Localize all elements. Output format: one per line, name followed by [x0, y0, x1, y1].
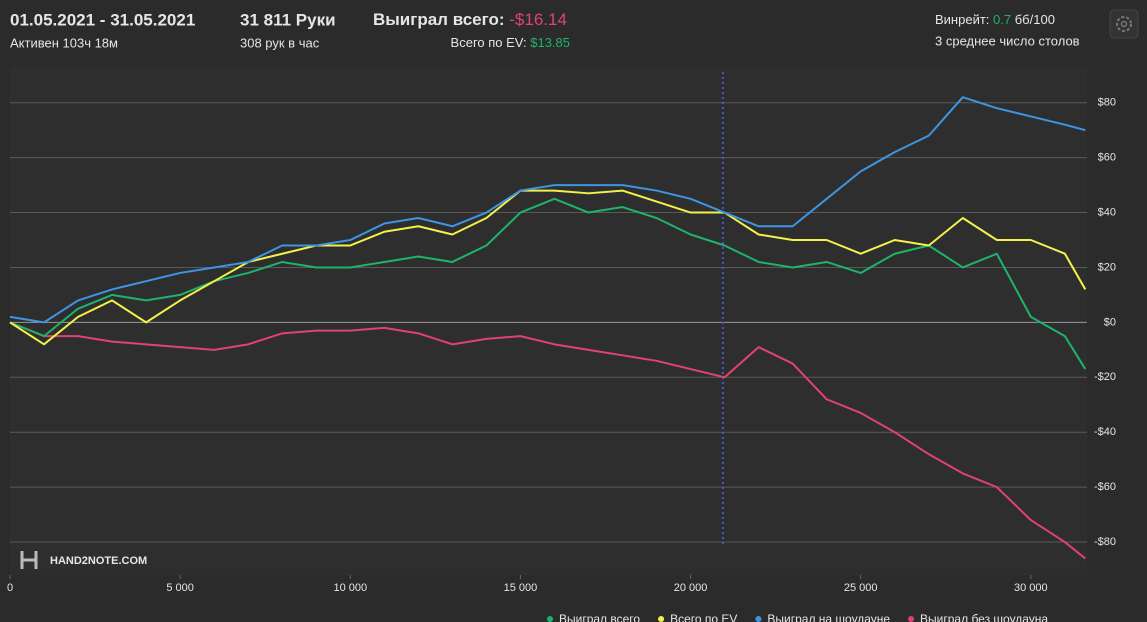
x-tick-label: 25 000 [844, 582, 878, 594]
won-value: -$16.14 [509, 10, 567, 29]
series-line [9, 96, 1086, 324]
hands-per-hour: 308 рук в час [240, 35, 320, 50]
legend-marker [755, 616, 762, 622]
date-range: 01.05.2021 - 31.05.2021 [10, 10, 195, 29]
ev-total: Всего по EV: $13.85 [451, 35, 570, 50]
legend-label: Выиграл без шоудауна [920, 612, 1048, 622]
winrate-unit: бб/100 [1015, 12, 1055, 27]
y-tick-label: -$40 [1094, 426, 1116, 438]
legend-label: Всего по EV [670, 612, 737, 622]
legend-marker [547, 616, 553, 622]
winrate-label: Винрейт: [935, 12, 989, 27]
legend-marker [658, 616, 665, 622]
legend-marker [908, 616, 915, 622]
y-tick-label: $20 [1098, 261, 1116, 273]
x-tick-label: 10 000 [333, 582, 367, 594]
won-label: Выиграл всего: [373, 10, 505, 29]
y-tick-label: $80 [1098, 97, 1116, 109]
y-tick-label: -$20 [1094, 371, 1116, 383]
settings-button[interactable] [1109, 9, 1139, 39]
ev-label: Всего по EV: [451, 35, 527, 50]
y-tick-label: $0 [1104, 316, 1116, 328]
x-tick-label: 20 000 [674, 582, 708, 594]
legend-label: Выиграл всего [559, 612, 640, 622]
series-line [9, 197, 1087, 370]
y-tick-label: $60 [1098, 152, 1116, 164]
active-time: Активен 103ч 18м [10, 35, 118, 50]
y-tick-label: -$60 [1094, 481, 1116, 493]
legend-label: Выиграл на шоудауне [767, 612, 890, 622]
plot-area [10, 67, 1087, 575]
series-line [9, 321, 1086, 560]
x-tick-label: 5 000 [166, 582, 194, 594]
x-tick-label: 0 [7, 582, 13, 594]
won-total: Выиграл всего: -$16.14 [373, 10, 567, 29]
x-tick-label: 30 000 [1014, 582, 1048, 594]
plot: -$80 -$60 -$40 -$20 $0 $20 $40 $60 $80 0 5 000 10 0… [7, 67, 1116, 594]
winrate: Винрейт: 0.7 бб/100 [935, 12, 1055, 27]
tables: 3 среднее число столов [935, 33, 1080, 48]
y-tick-label: -$80 [1094, 536, 1116, 548]
ev-value: $13.85 [530, 35, 570, 50]
hands: 31 811 Руки [240, 10, 336, 29]
winrate-value: 0.7 [993, 12, 1011, 27]
logo-text: HAND2NOTE.COM [50, 555, 147, 567]
x-tick-label: 15 000 [504, 582, 538, 594]
y-tick-label: $40 [1098, 206, 1116, 218]
series-line [9, 189, 1087, 346]
logo: HAND2NOTE.COM [20, 551, 147, 569]
